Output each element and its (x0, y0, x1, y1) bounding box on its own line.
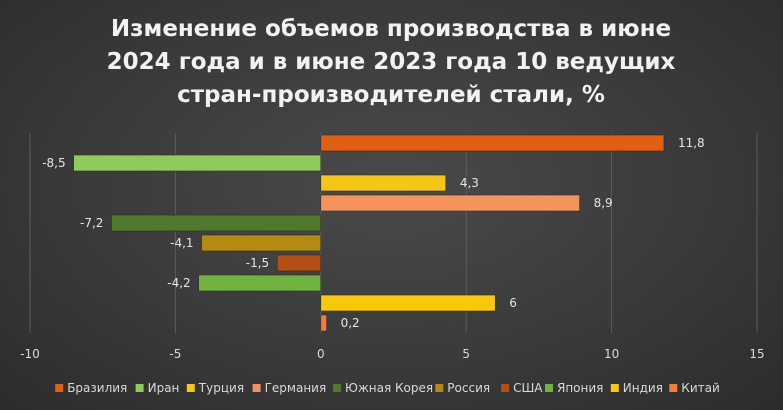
data-label: -1,5 (246, 256, 269, 270)
bar (320, 174, 447, 192)
legend: Бразилия Иран Турция Германия Южная Корея Рос… (55, 381, 720, 395)
data-label: 6 (509, 296, 517, 310)
data-label: 4,3 (460, 176, 479, 190)
legend-item-label: Иран (148, 381, 180, 395)
bars (73, 134, 665, 332)
legend-swatch (135, 384, 144, 392)
legend-item-label: США (513, 381, 543, 395)
legend-item-label: Южная Корея (345, 381, 433, 395)
legend-swatch (55, 384, 64, 392)
legend-swatch (610, 384, 619, 392)
x-tick-label: -10 (20, 347, 40, 361)
bar (320, 134, 665, 152)
legend-item-label: Россия (447, 381, 490, 395)
legend-item-label: Турция (198, 381, 244, 395)
x-tick-label: 15 (749, 347, 764, 361)
legend-item-label: Германия (265, 381, 327, 395)
x-tick-label: 0 (317, 347, 325, 361)
x-tick-label: 10 (604, 347, 619, 361)
data-label: 11,8 (678, 136, 705, 150)
bar (111, 214, 322, 232)
bar (73, 154, 322, 172)
chart-title: Изменение объемов производства в июне 20… (107, 16, 676, 108)
data-label: 8,9 (594, 196, 613, 210)
chart-title-line-2: 2024 года и в июне 2023 года 10 ведущих (107, 49, 676, 75)
chart-title-line-1: Изменение объемов производства в июне (111, 16, 671, 42)
legend-item-label: Индия (623, 381, 663, 395)
data-labels: 11,8 -8,5 4,3 8,9 -7,2 -4,1 -1,5 -4,2 6 0,2 (42, 136, 704, 330)
data-label: -4,1 (170, 236, 193, 250)
bar (201, 234, 322, 252)
bar (198, 274, 322, 292)
data-label: -8,5 (42, 156, 65, 170)
x-tick-label: -5 (169, 347, 181, 361)
bar (320, 294, 496, 312)
data-label: 0,2 (341, 316, 360, 330)
data-label: -4,2 (167, 276, 190, 290)
legend-swatch (252, 384, 261, 392)
data-label: -7,2 (80, 216, 103, 230)
bar (320, 194, 580, 212)
legend-swatch (545, 384, 553, 392)
chart-title-line-3: стран-производителей стали, % (177, 82, 605, 108)
legend-item-label: Япония (557, 381, 603, 395)
bar (320, 314, 327, 332)
legend-item-label: Бразилия (67, 381, 127, 395)
x-axis-ticks: -10 -5 0 5 10 15 (20, 347, 764, 361)
bar (276, 254, 322, 272)
legend-swatch (669, 384, 678, 392)
legend-item-label: Китай (681, 381, 719, 395)
legend-swatch (501, 384, 510, 392)
legend-swatch (435, 384, 444, 392)
legend-swatch (333, 384, 341, 392)
x-tick-label: 5 (462, 347, 470, 361)
legend-swatch (186, 384, 195, 392)
